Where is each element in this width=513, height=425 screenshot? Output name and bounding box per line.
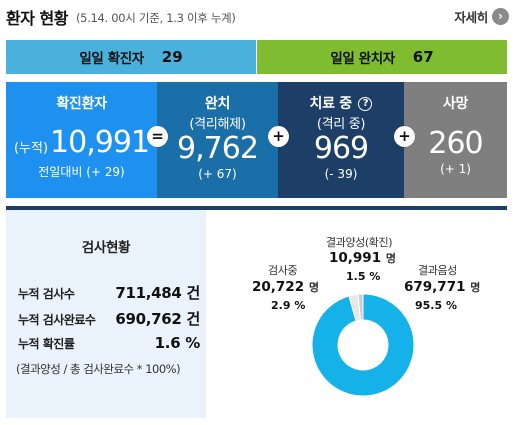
daily-released-label: 일일 완치자 <box>330 51 395 67</box>
rate-formula-note: (결과양성 / 총 검사완료수 * 100%) <box>16 362 181 376</box>
card-deaths-value: 260 <box>428 126 483 161</box>
more-label[interactable]: 자세히 <box>454 10 488 25</box>
donut-slice-positive <box>357 293 364 321</box>
card-released-title: 완치 <box>204 96 231 112</box>
card-released-value: 9,762 <box>177 131 259 166</box>
card-treating: 치료 중 ? (격리 중) 969 (- 39) <box>278 82 404 198</box>
test-row-total: 누적 검사수 711,484 건 <box>18 282 200 303</box>
chart-unit-negative: 명 <box>470 281 481 294</box>
chart-value-testing-number: 20,722 <box>252 279 305 295</box>
chart-percent-testing: 2.9 % <box>271 299 306 312</box>
help-icon[interactable]: ? <box>358 97 373 111</box>
card-treating-title-row: 치료 중 ? <box>278 93 404 113</box>
daily-confirmed-value: 29 <box>161 48 183 66</box>
test-row-rate: 누적 확진률 1.6 % <box>18 334 200 352</box>
daily-released-value: 67 <box>412 48 434 66</box>
test-row-value: 1.6 % <box>154 334 201 352</box>
chart-value-negative: 679,771 명 <box>404 279 480 295</box>
daily-released-bar: 일일 완치자 67 <box>257 40 507 74</box>
plus-operator-1: + <box>268 126 289 147</box>
chevron-right-icon[interactable]: › <box>492 8 509 25</box>
card-deaths: 사망 260 (+ 1) <box>404 82 507 198</box>
donut-chart-svg <box>311 293 415 397</box>
more-link[interactable]: 자세히 › <box>454 7 509 26</box>
header: 환자 현황 (5.14. 00시 기준, 1.3 이후 누계) 자세히 › <box>0 0 513 34</box>
chart-value-negative-number: 679,771 <box>404 279 466 295</box>
test-donut-chart-area: 결과양성(확진) 10,991 명 1.5 % 검사중 20,722 명 2.9… <box>206 210 507 418</box>
donut-slice-negative <box>311 293 415 397</box>
card-confirmed-value: 10,991 <box>50 125 150 160</box>
page-subtitle: (5.14. 00시 기준, 1.3 이후 누계) <box>75 11 236 25</box>
chart-percent-negative: 95.5 % <box>415 299 457 312</box>
card-released-delta: (+ 67) <box>198 167 237 181</box>
chart-label-negative: 결과음성 <box>418 264 457 277</box>
chart-value-positive: 10,991 명 <box>329 250 396 266</box>
card-treating-sub: (격리 중) <box>316 117 366 132</box>
chart-percent-positive: 1.5 % <box>346 270 381 283</box>
donut-chart: 결과양성(확진) 10,991 명 1.5 % 검사중 20,722 명 2.9… <box>206 210 507 418</box>
card-confirmed: 확진환자 (누적) 10,991 전일대비 (+ 29) <box>6 82 157 198</box>
test-row-value: 690,762 건 <box>115 310 200 328</box>
test-row-label: 누적 확진률 <box>18 337 75 351</box>
test-row-value: 711,484 건 <box>115 284 200 302</box>
test-row-label: 누적 검사수 <box>18 287 75 301</box>
equals-operator: = <box>147 126 168 147</box>
chart-value-testing: 20,722 명 <box>252 279 319 295</box>
chart-value-positive-number: 10,991 <box>329 250 382 266</box>
card-released: 완치 (격리해제) 9,762 (+ 67) <box>157 82 278 198</box>
test-status-summary: 검사현황 누적 검사수 711,484 건 누적 검사완료수 690,762 건… <box>6 210 206 418</box>
chart-unit-testing: 명 <box>308 281 319 294</box>
tests-title: 검사현황 <box>81 240 131 256</box>
plus-operator-2: + <box>394 126 415 147</box>
card-confirmed-prefix: (누적) <box>13 141 49 156</box>
page-title: 환자 현황 <box>6 9 68 28</box>
test-row-completed: 누적 검사완료수 690,762 건 <box>18 308 200 329</box>
daily-confirmed-bar: 일일 확진자 29 <box>6 40 256 74</box>
card-released-sub: (격리해제) <box>189 117 246 132</box>
card-confirmed-delta: 전일대비 (+ 29) <box>38 165 125 179</box>
card-treating-value: 969 <box>313 131 369 166</box>
card-confirmed-title: 확진환자 <box>56 96 107 112</box>
card-deaths-title: 사망 <box>442 96 469 112</box>
chart-label-testing: 검사중 <box>268 264 298 277</box>
test-status-panel: 검사현황 누적 검사수 711,484 건 누적 검사완료수 690,762 건… <box>6 206 507 418</box>
daily-confirmed-label: 일일 확진자 <box>79 51 144 67</box>
card-confirmed-number-row: (누적) 10,991 <box>6 126 157 160</box>
chart-unit-positive: 명 <box>385 252 396 265</box>
card-treating-delta: (- 39) <box>324 167 358 181</box>
card-deaths-delta: (+ 1) <box>440 162 471 176</box>
chart-label-positive: 결과양성(확진) <box>326 236 393 249</box>
card-treating-title: 치료 중 <box>309 96 353 112</box>
test-row-label: 누적 검사완료수 <box>18 313 96 327</box>
